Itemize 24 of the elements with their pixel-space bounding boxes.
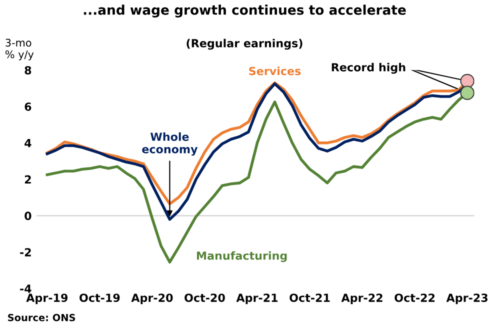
chart-title: ...and wage growth continues to accelerate: [84, 4, 406, 18]
y-tick-label: 0: [24, 212, 32, 220]
y-tick-label: -2: [20, 248, 31, 256]
series-label: Services: [249, 66, 301, 76]
x-tick-label: Apr-19: [26, 294, 68, 304]
series-label: Manufacturing: [197, 251, 287, 262]
y-tick-label: 8: [24, 66, 32, 74]
x-tick-label: Oct-22: [394, 294, 435, 302]
x-tick-label: Apr-23: [446, 294, 488, 304]
x-tick-label: Oct-21: [290, 294, 330, 302]
y-axis-title: 3-mo % y/y: [5, 38, 34, 60]
annotation: Record high: [332, 62, 406, 74]
x-tick-label: Apr-20: [131, 294, 173, 304]
x-tick-label: Oct-19: [80, 294, 120, 302]
x-tick-label: Apr-22: [341, 294, 382, 304]
y-tick-label: 4: [24, 139, 32, 148]
x-tick-label: Oct-20: [184, 294, 225, 302]
x-tick-label: Apr-21: [236, 294, 278, 304]
source-note: Source: ONS: [8, 314, 76, 322]
y-tick-label: -4: [20, 284, 32, 293]
series-label: Whole economy: [142, 132, 198, 156]
y-tick-label: 6: [24, 102, 32, 111]
chart-subtitle: (Regular earnings): [186, 38, 302, 50]
y-tick-label: 2: [24, 175, 31, 184]
